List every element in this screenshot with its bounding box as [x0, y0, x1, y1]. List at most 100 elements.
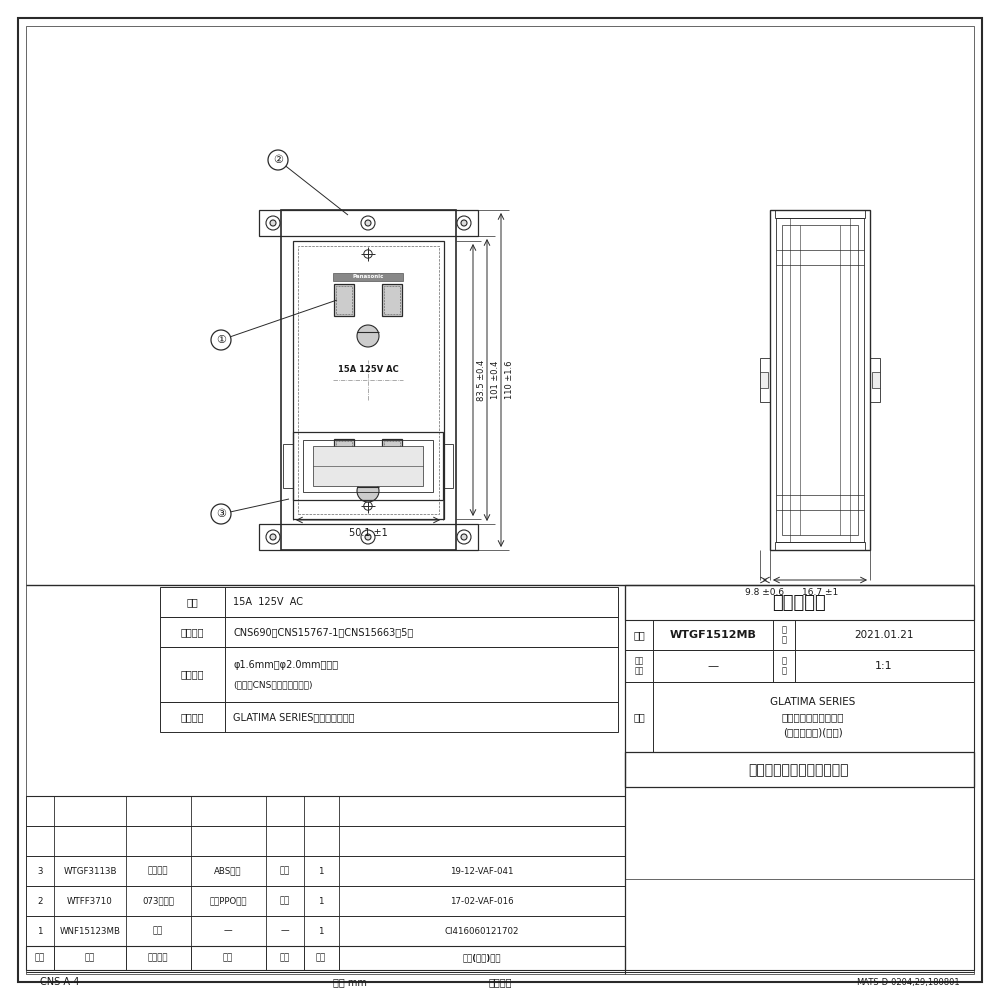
Text: 2021.01.21: 2021.01.21	[854, 630, 914, 640]
Text: 110 ±1.6: 110 ±1.6	[505, 361, 514, 399]
Bar	[625, 585, 974, 970]
Text: 1: 1	[318, 896, 324, 906]
Text: Panasonic: Panasonic	[352, 274, 384, 279]
Bar	[625, 585, 974, 620]
Text: 1: 1	[318, 926, 324, 936]
Text: ②: ②	[273, 155, 283, 165]
Text: 商品仕樣圖: 商品仕樣圖	[772, 594, 826, 612]
Bar	[384, 286, 400, 314]
Circle shape	[270, 220, 276, 226]
Text: 證書
號碼: 證書 號碼	[634, 656, 644, 676]
Bar	[382, 284, 402, 316]
Text: —: —	[707, 661, 719, 671]
Text: 3: 3	[37, 866, 43, 876]
Bar	[259, 524, 478, 550]
Circle shape	[365, 534, 371, 540]
Text: 15A 125V AC: 15A 125V AC	[338, 365, 398, 374]
Text: 單位 mm: 單位 mm	[333, 977, 367, 987]
Bar	[782, 225, 858, 535]
Bar	[775, 210, 865, 218]
Bar	[625, 682, 974, 752]
Text: 適用蓋板: 適用蓋板	[180, 712, 204, 722]
Circle shape	[461, 534, 467, 540]
Bar	[293, 432, 443, 500]
Bar	[770, 210, 870, 550]
Bar	[26, 826, 625, 856]
Text: 50.1 ±1: 50.1 ±1	[349, 528, 387, 538]
Text: 化妝蓋板: 化妝蓋板	[148, 866, 168, 876]
Circle shape	[270, 534, 276, 540]
Bar	[334, 284, 354, 316]
Circle shape	[357, 325, 379, 347]
Bar	[760, 372, 768, 388]
Bar	[625, 650, 974, 682]
Text: WTFF3710: WTFF3710	[67, 896, 113, 906]
Text: 17-02-VAF-016: 17-02-VAF-016	[450, 896, 514, 906]
Bar	[283, 444, 293, 488]
Text: CNS A-4: CNS A-4	[40, 977, 79, 987]
Text: 額定: 額定	[186, 597, 198, 607]
Text: 編號: 編號	[35, 954, 45, 962]
Bar	[870, 358, 880, 402]
Text: WTGF1512MB: WTGF1512MB	[670, 630, 756, 640]
Text: ③: ③	[216, 509, 226, 519]
Bar	[776, 218, 864, 542]
Bar	[26, 796, 625, 826]
Text: —: —	[224, 926, 232, 936]
Bar	[160, 587, 618, 617]
Circle shape	[365, 220, 371, 226]
Text: 101 ±0.4: 101 ±0.4	[491, 361, 500, 399]
Bar	[382, 439, 402, 471]
Bar	[443, 444, 453, 488]
Text: (需符合CNS國家標準之導線): (需符合CNS國家標準之導線)	[233, 680, 312, 689]
Text: (附化妝蓋板)(霧黑): (附化妝蓋板)(霧黑)	[783, 727, 843, 737]
Bar	[160, 702, 618, 732]
Text: 比
例: 比 例	[782, 656, 786, 676]
Text: 15A  125V  AC: 15A 125V AC	[233, 597, 303, 607]
Text: 黑色: 黑色	[280, 866, 290, 876]
Text: 19-12-VAF-041: 19-12-VAF-041	[450, 866, 514, 876]
Text: CI416060121702: CI416060121702	[445, 926, 519, 936]
Bar	[160, 617, 618, 647]
Bar	[760, 358, 770, 402]
Text: 變性PPO樹脂: 變性PPO樹脂	[209, 896, 247, 906]
Text: 適用法規: 適用法規	[180, 627, 204, 637]
Text: φ1.6mm、φ2.0mm銅單線: φ1.6mm、φ2.0mm銅單線	[233, 660, 338, 670]
Bar	[293, 241, 444, 519]
Text: 構成零件: 構成零件	[148, 954, 168, 962]
Bar	[625, 787, 974, 970]
Bar	[872, 372, 880, 388]
Bar	[303, 440, 433, 492]
Bar	[259, 210, 478, 236]
Text: 2: 2	[37, 896, 43, 906]
Text: WTGF3113B: WTGF3113B	[63, 866, 117, 876]
Text: 規格: 規格	[280, 954, 290, 962]
Text: 證書(報告)號碼: 證書(報告)號碼	[463, 954, 501, 962]
Bar	[26, 856, 625, 886]
Bar	[281, 210, 456, 550]
Text: 1:1: 1:1	[875, 661, 893, 671]
Bar	[625, 752, 974, 787]
Bar	[313, 446, 423, 486]
Text: CNS690、CNS15767-1、CNS15663第5節: CNS690、CNS15767-1、CNS15663第5節	[233, 627, 413, 637]
Bar	[26, 916, 625, 946]
Bar	[775, 542, 865, 550]
Bar	[298, 246, 439, 514]
Text: 數量: 數量	[316, 954, 326, 962]
Bar	[160, 647, 618, 702]
Circle shape	[461, 220, 467, 226]
Bar	[334, 439, 354, 471]
Text: 1: 1	[37, 926, 43, 936]
Text: 灰色: 灰色	[280, 896, 290, 906]
Text: 1: 1	[318, 866, 324, 876]
Text: 073安裝框: 073安裝框	[142, 896, 174, 906]
Text: 材料: 材料	[223, 954, 233, 962]
Text: GLATIMA SERIES插座系列用蓋板: GLATIMA SERIES插座系列用蓋板	[233, 712, 354, 722]
Circle shape	[357, 480, 379, 502]
Text: 83.5 ±0.4: 83.5 ±0.4	[477, 359, 486, 401]
Text: 16.7 ±1: 16.7 ±1	[802, 588, 838, 597]
Text: 埋入式附接地極雙插座: 埋入式附接地極雙插座	[782, 712, 844, 722]
Bar	[26, 946, 625, 970]
Text: 適用電線: 適用電線	[180, 669, 204, 679]
Bar	[336, 286, 352, 314]
